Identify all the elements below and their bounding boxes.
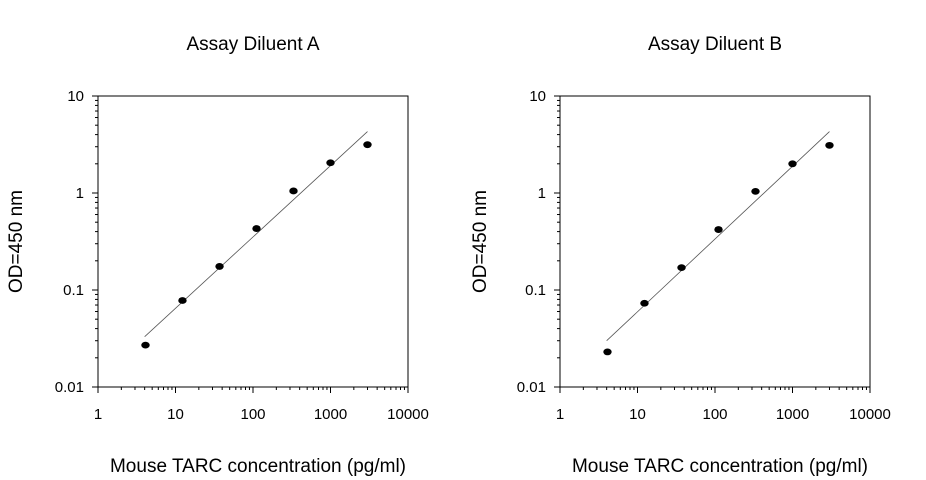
data-point [751,187,760,195]
data-point [825,141,834,149]
x-tick-label: 1 [556,406,564,423]
y-tick-label: 0.01 [55,379,84,396]
data-point [363,141,372,149]
chart-panel-2: Assay Diluent B 1 10 100 1000 10000 0.01 0.1 1 10… [470,34,891,477]
y-tick-label: 0.1 [525,282,546,299]
y-tick-label: 10 [529,88,546,105]
y-tick-label: 1 [76,185,84,202]
data-point [252,225,261,232]
data-point [640,299,649,307]
y-tick-label: 10 [67,88,84,105]
data-point [714,226,723,233]
plot-frame [559,95,871,388]
data-point [603,348,612,356]
x-tick-label: 10 [629,406,646,423]
chart-title: Assay Diluent B [648,34,782,55]
data-point [141,341,150,349]
y-axis-label: OD=450 nm [470,190,491,293]
data-point [326,159,335,167]
data-point [788,160,797,168]
x-axis-label: Mouse TARC concentration (pg/ml) [572,456,868,477]
y-tick-label: 1 [538,185,546,202]
data-point [178,297,187,304]
x-tick-label: 100 [240,406,265,423]
chart-panel-1: Assay Diluent A 1 10 100 1000 10000 0.01 0.1 1 10… [6,34,429,477]
x-tick-label: 10000 [849,406,891,423]
x-tick-label: 10000 [387,406,429,423]
data-point [677,264,686,272]
y-tick-label: 0.1 [63,282,84,299]
data-point [289,187,298,195]
chart-title: Assay Diluent A [186,34,319,55]
x-axis-label: Mouse TARC concentration (pg/ml) [110,456,406,477]
y-axis-label: OD=450 nm [6,190,27,293]
y-tick-label: 0.01 [517,379,546,396]
x-tick-label: 10 [167,406,184,423]
x-tick-label: 100 [702,406,727,423]
x-tick-label: 1 [94,406,102,423]
data-point [215,263,224,270]
x-tick-label: 1000 [776,406,809,423]
x-tick-label: 1000 [314,406,347,423]
